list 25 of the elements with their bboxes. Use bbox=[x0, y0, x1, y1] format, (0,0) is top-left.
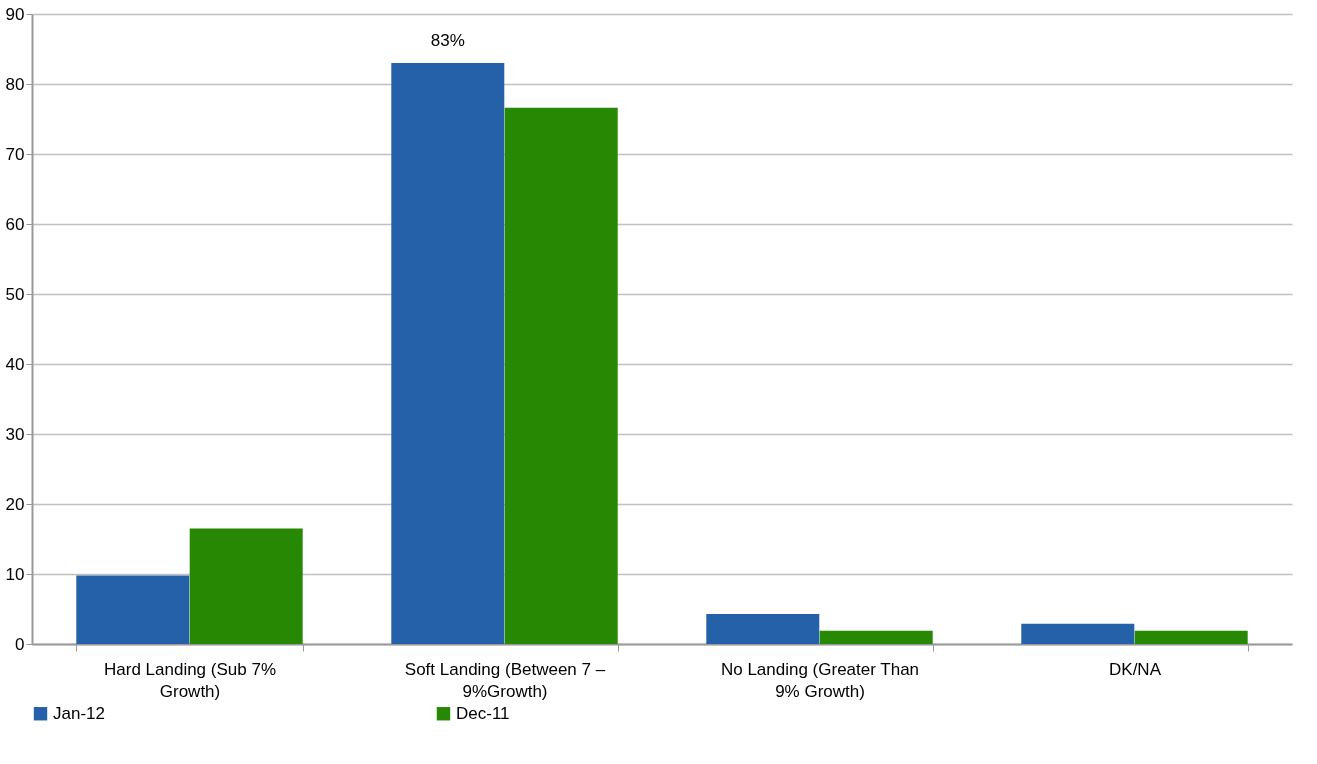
x-tick-label: DK/NA bbox=[1109, 659, 1162, 679]
x-tick-label: No Landing (Greater Than 9% Growth) bbox=[720, 659, 920, 701]
data-label: 83% bbox=[430, 31, 465, 50]
y-tick-label: 10 bbox=[5, 564, 25, 584]
bar bbox=[1134, 630, 1248, 644]
y-tick-label: 90 bbox=[5, 4, 25, 24]
bar bbox=[1021, 623, 1135, 644]
y-tick-label: 0 bbox=[15, 634, 25, 654]
bar bbox=[504, 107, 618, 644]
y-tick-label: 20 bbox=[5, 494, 25, 514]
y-tick-label: 30 bbox=[5, 424, 25, 444]
bar bbox=[819, 630, 933, 644]
legend-label: Dec-11 bbox=[456, 703, 510, 723]
bar bbox=[189, 528, 303, 644]
y-tick-label: 40 bbox=[5, 354, 25, 374]
y-tick-label: 60 bbox=[5, 214, 25, 234]
y-tick-label: 70 bbox=[5, 144, 25, 164]
x-tick-label: Soft Landing (Between 7 – 9%Growth) bbox=[404, 659, 606, 701]
legend-label: Jan-12 bbox=[53, 703, 105, 723]
y-tick-label: 50 bbox=[5, 284, 25, 304]
x-tick-label: Hard Landing (Sub 7% Growth) bbox=[103, 659, 277, 701]
bar bbox=[706, 613, 820, 644]
bar bbox=[391, 63, 505, 644]
bar bbox=[76, 575, 190, 644]
y-tick-label: 80 bbox=[5, 74, 25, 94]
